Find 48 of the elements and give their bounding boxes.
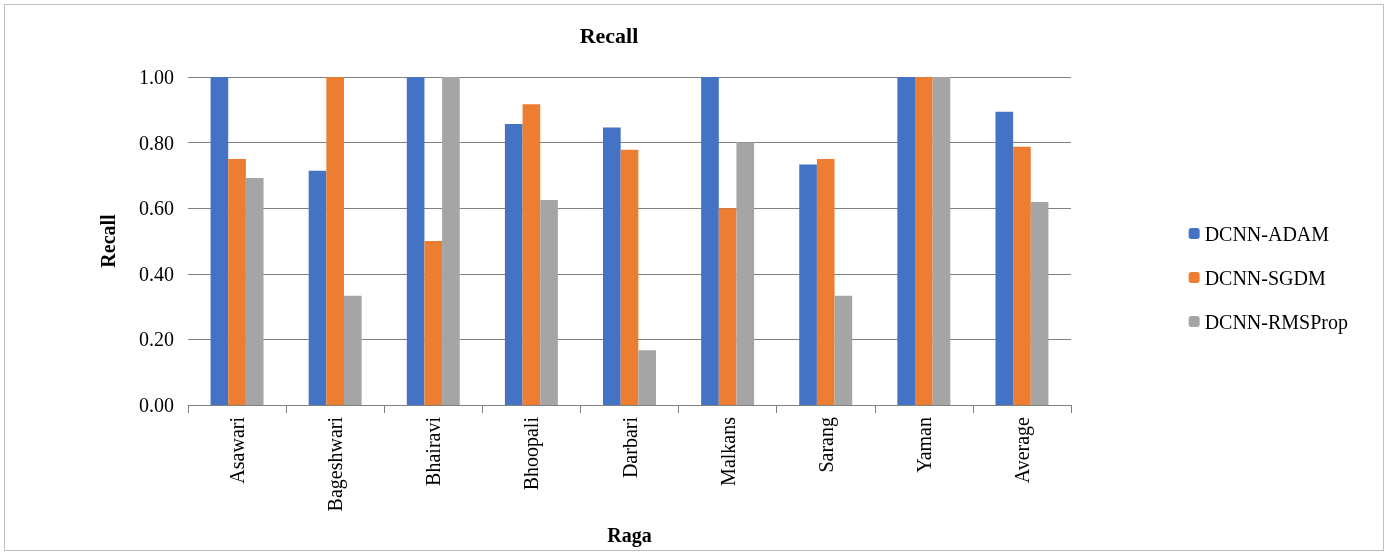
bar	[344, 295, 362, 405]
x-tick-label: Sarang	[814, 417, 838, 473]
bar	[210, 77, 229, 405]
x-tick-label: Malkans	[716, 416, 739, 486]
bar	[1030, 201, 1049, 405]
legend-label: DCNN-RMSProp	[1204, 310, 1348, 334]
x-tick-label: Bhairavi	[422, 416, 445, 486]
bar	[308, 170, 327, 405]
bar	[406, 77, 425, 405]
legend-label: DCNN-ADAM	[1204, 222, 1330, 245]
bar	[638, 350, 656, 405]
bar	[799, 164, 817, 405]
x-tick-label: Average	[1010, 416, 1034, 484]
bar	[620, 149, 639, 405]
bar	[736, 142, 755, 405]
x-tick-label: Asawari	[226, 416, 249, 484]
bar	[932, 77, 951, 405]
bar	[1013, 146, 1031, 405]
chart-title: Recall	[579, 22, 639, 48]
x-tick-label: Bhoopali	[520, 416, 544, 491]
x-tick-label: Yaman	[912, 417, 935, 473]
bar	[816, 159, 835, 405]
bar	[701, 77, 719, 405]
bar	[834, 295, 853, 405]
x-axis-title: Raga	[607, 524, 652, 547]
legend-label: DCNN-SGDM	[1204, 266, 1326, 289]
bar	[245, 178, 264, 405]
y-tick-label: 0.80	[139, 131, 174, 154]
bar	[603, 127, 621, 405]
x-tick-label: Bageshwari	[324, 416, 348, 512]
bar	[718, 208, 737, 405]
y-axis-title: Recall	[97, 213, 119, 268]
bar	[995, 111, 1014, 405]
y-tick-label: 0.00	[139, 394, 174, 416]
y-tick-label: 0.40	[139, 262, 174, 285]
bar	[442, 77, 460, 405]
bar	[424, 241, 443, 405]
bar	[504, 123, 523, 405]
bar	[522, 104, 541, 405]
y-tick-label: 0.20	[139, 328, 174, 351]
y-tick-label: 0.60	[139, 197, 174, 220]
bar	[897, 77, 915, 405]
bar	[540, 200, 558, 405]
x-tick-label: Darbari	[618, 416, 641, 479]
bar	[326, 77, 344, 405]
bar	[228, 159, 246, 405]
bar	[915, 77, 933, 405]
y-tick-label: 1.00	[139, 66, 174, 88]
